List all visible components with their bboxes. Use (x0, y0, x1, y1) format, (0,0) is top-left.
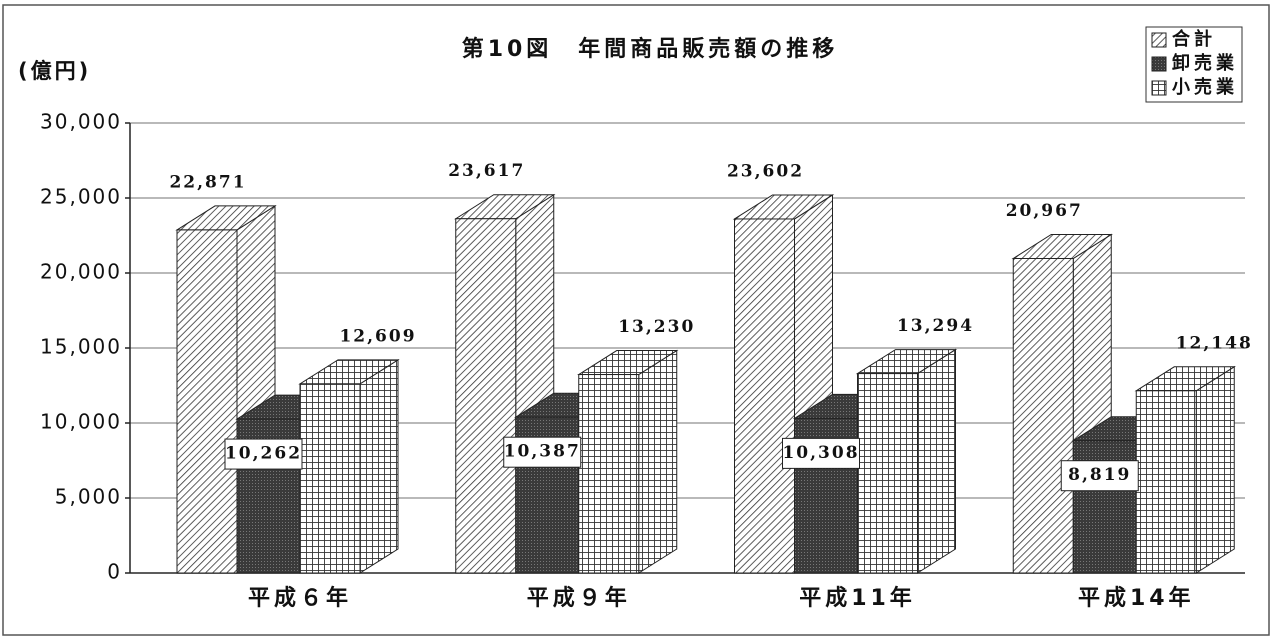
bar (299, 383, 361, 574)
value-label: 10,387 (504, 442, 581, 462)
x-tick-label: 平成11年 (799, 585, 916, 611)
frame (2, 4, 1270, 636)
legend-label: 卸売業 (1172, 52, 1238, 74)
value-label: 8,819 (1068, 465, 1131, 485)
value-label: 12,609 (339, 326, 416, 346)
x-tick-label: 平成14年 (1078, 585, 1195, 611)
bar (455, 218, 517, 574)
legend-swatch (1151, 56, 1167, 72)
legend-swatch (1151, 80, 1167, 96)
bar-side (359, 358, 399, 574)
value-label-box (1060, 460, 1139, 492)
legend-swatch (1151, 32, 1167, 48)
x-tick-label: 平成９年 (527, 585, 631, 611)
bar-side (638, 349, 678, 574)
y-tick-label: 5,000 (55, 485, 122, 509)
value-label-box (224, 438, 303, 470)
bar (1135, 390, 1197, 574)
legend-label: 小売業 (1172, 76, 1238, 98)
y-tick-label: 20,000 (40, 260, 122, 284)
y-tick-label: 0 (107, 560, 122, 584)
bar (1012, 257, 1074, 574)
value-label: 13,294 (897, 316, 974, 336)
y-tick-label: 25,000 (40, 185, 122, 209)
value-label: 10,308 (782, 443, 859, 463)
value-label: 13,230 (618, 317, 695, 337)
chart-title: 第10図 年間商品販売額の推移 (462, 36, 839, 62)
bar (176, 229, 238, 574)
bar (857, 373, 918, 574)
bar (734, 218, 795, 574)
value-label-box (503, 436, 582, 468)
value-label: 23,617 (448, 161, 525, 181)
value-label: 10,262 (225, 444, 302, 464)
value-label: 12,148 (1176, 333, 1253, 353)
y-axis-label: (億円) (18, 59, 91, 83)
legend-label: 合計 (1172, 28, 1216, 50)
value-label: 23,602 (727, 161, 804, 181)
bar-side (1195, 365, 1235, 574)
bar-side (917, 348, 956, 574)
value-label: 22,871 (169, 172, 246, 192)
value-label: 20,967 (1006, 201, 1083, 221)
y-tick-label: 15,000 (40, 335, 122, 359)
y-tick-label: 30,000 (40, 110, 122, 134)
value-label-box (782, 437, 860, 469)
x-tick-label: 平成６年 (248, 585, 352, 611)
y-tick-label: 10,000 (40, 410, 122, 434)
bar (578, 374, 640, 574)
